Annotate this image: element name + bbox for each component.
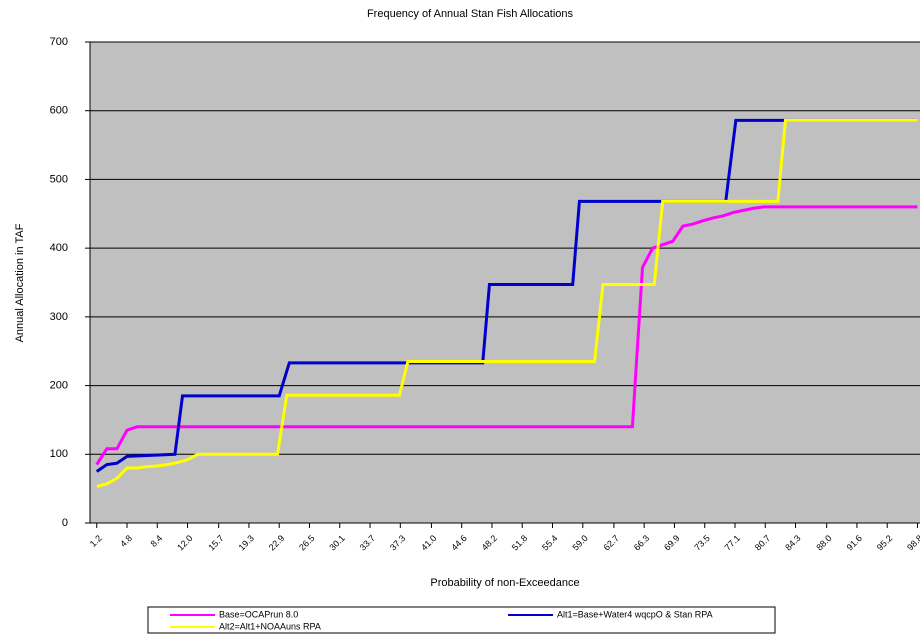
x-tick-label: 91.6 [845, 533, 864, 552]
x-tick-label: 1.2 [88, 533, 104, 549]
y-tick-label: 700 [50, 36, 68, 48]
x-tick-label: 22.9 [267, 533, 286, 552]
series-line [95, 205, 918, 466]
x-tick-label: 26.5 [297, 533, 316, 552]
x-tick-label: 15.7 [206, 533, 225, 552]
x-tick-label: 37.3 [388, 533, 407, 552]
y-tick-label: 500 [50, 173, 68, 185]
x-tick-label: 73.5 [692, 533, 711, 552]
x-tick-label: 4.8 [118, 533, 134, 549]
x-tick-label: 95.2 [875, 533, 894, 552]
y-tick-label: 100 [50, 448, 68, 460]
legend-label: Base=OCAPrun 8.0 [219, 609, 298, 619]
x-axis-label: Probability of non-Exceedance [430, 577, 579, 589]
plot-area [90, 42, 920, 523]
x-tick-label: 62.7 [602, 533, 621, 552]
x-tick-label: 30.1 [327, 533, 346, 552]
chart-title: Frequency of Annual Stan Fish Allocation… [367, 8, 574, 20]
legend-box [147, 606, 776, 634]
x-tick-label: 33.7 [358, 533, 377, 552]
x-tick-label: 55.4 [540, 533, 559, 552]
y-tick-label: 200 [50, 379, 68, 391]
x-tick-label: 48.2 [480, 533, 499, 552]
x-tick-label: 80.7 [753, 533, 772, 552]
x-tick-label: 44.6 [449, 533, 468, 552]
x-tick-label: 59.0 [570, 533, 589, 552]
y-tick-label: 600 [50, 105, 68, 117]
series-line [96, 118, 918, 489]
x-tick-label: 77.1 [723, 533, 742, 552]
x-tick-label: 8.4 [148, 533, 164, 549]
x-tick-label: 66.3 [632, 533, 651, 552]
x-tick-label: 88.0 [814, 533, 833, 552]
x-tick-label: 84.3 [783, 533, 802, 552]
x-tick-label: 41.0 [419, 533, 438, 552]
x-tick-label: 69.9 [662, 533, 681, 552]
legend-label: Alt2=Alt1+NOAAuns RPA [219, 621, 321, 631]
y-tick-label: 0 [62, 517, 68, 529]
x-tick-label: 19.3 [237, 533, 256, 552]
x-tick-label: 98.8 [905, 533, 920, 552]
y-axis-label: Annual Allocation in TAF [14, 223, 26, 342]
y-tick-label: 300 [50, 311, 68, 323]
legend-label: Alt1=Base+Water4 wqcpO & Stan RPA [557, 609, 713, 619]
y-tick-label: 400 [50, 242, 68, 254]
x-tick-label: 51.8 [510, 533, 529, 552]
x-tick-label: 12.0 [175, 533, 194, 552]
